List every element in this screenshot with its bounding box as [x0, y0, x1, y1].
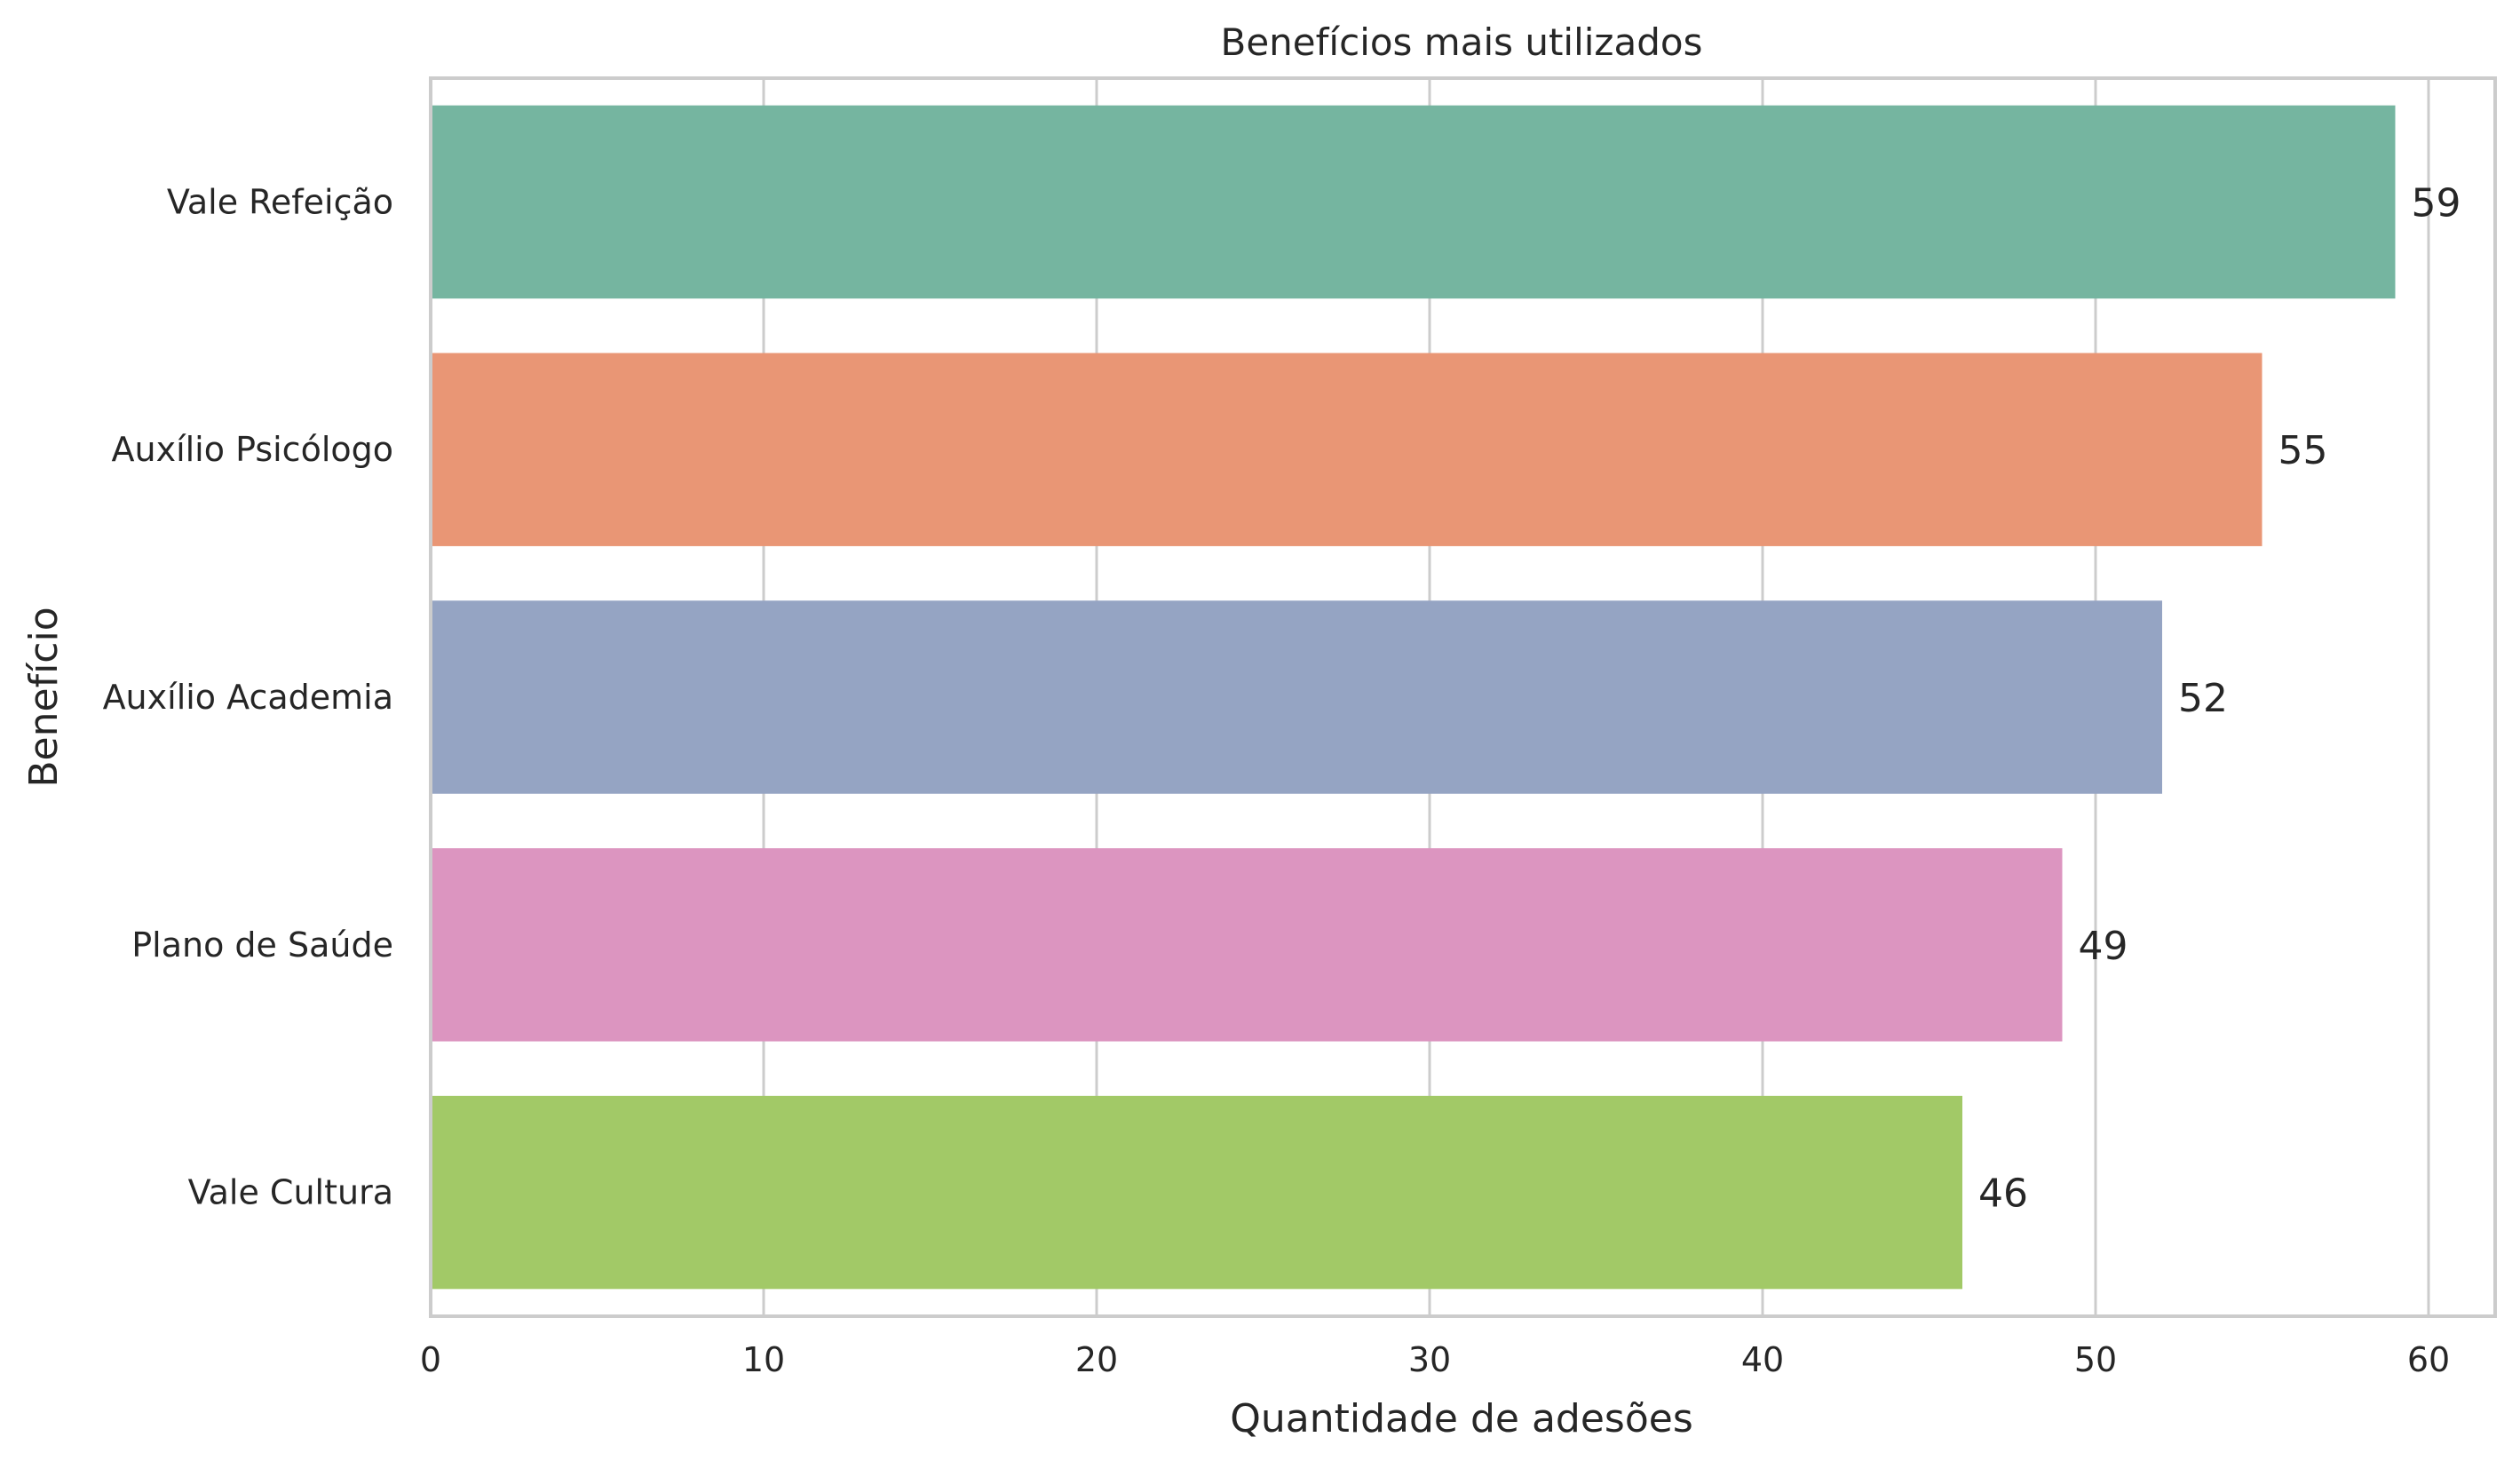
chart-title: Benefícios mais utilizados	[1221, 20, 1703, 64]
y-axis-title: Benefício	[21, 607, 67, 787]
x-axis-title: Quantidade de adesões	[1230, 1396, 1693, 1441]
data-label: 46	[1978, 1171, 2028, 1217]
x-tick-label: 10	[742, 1340, 785, 1379]
bar	[431, 105, 2396, 299]
x-tick-label: 20	[1075, 1340, 1118, 1379]
y-tick-label: Auxílio Psicólogo	[112, 430, 394, 469]
bar	[431, 1095, 1962, 1290]
x-tick-labels: 0 10 20 30 40 50 60	[420, 1340, 2450, 1379]
y-tick-labels: Vale Refeição Auxílio Psicólogo Auxílio Ac…	[103, 182, 393, 1211]
y-tick-label: Plano de Saúde	[131, 925, 393, 965]
data-label: 52	[2178, 676, 2228, 721]
plot-border	[429, 76, 2497, 1318]
plot-frame	[429, 76, 2497, 1318]
y-tick-label: Vale Refeição	[167, 182, 393, 221]
x-tick-label: 40	[1741, 1340, 1784, 1379]
data-label: 55	[2278, 428, 2328, 473]
y-tick-label: Vale Cultura	[188, 1173, 393, 1212]
bar	[431, 600, 2162, 794]
data-label: 59	[2412, 180, 2461, 226]
bar	[431, 353, 2262, 546]
x-tick-label: 50	[2074, 1340, 2117, 1379]
y-tick-label: Auxílio Academia	[103, 678, 393, 717]
x-tick-label: 30	[1408, 1340, 1451, 1379]
x-tick-label: 60	[2407, 1340, 2450, 1379]
x-tick-label: 0	[420, 1340, 441, 1379]
bars	[431, 105, 2396, 1290]
data-labels: 59 55 52 49 46	[1978, 180, 2461, 1216]
bar	[431, 848, 2063, 1042]
data-label: 49	[2079, 924, 2128, 969]
